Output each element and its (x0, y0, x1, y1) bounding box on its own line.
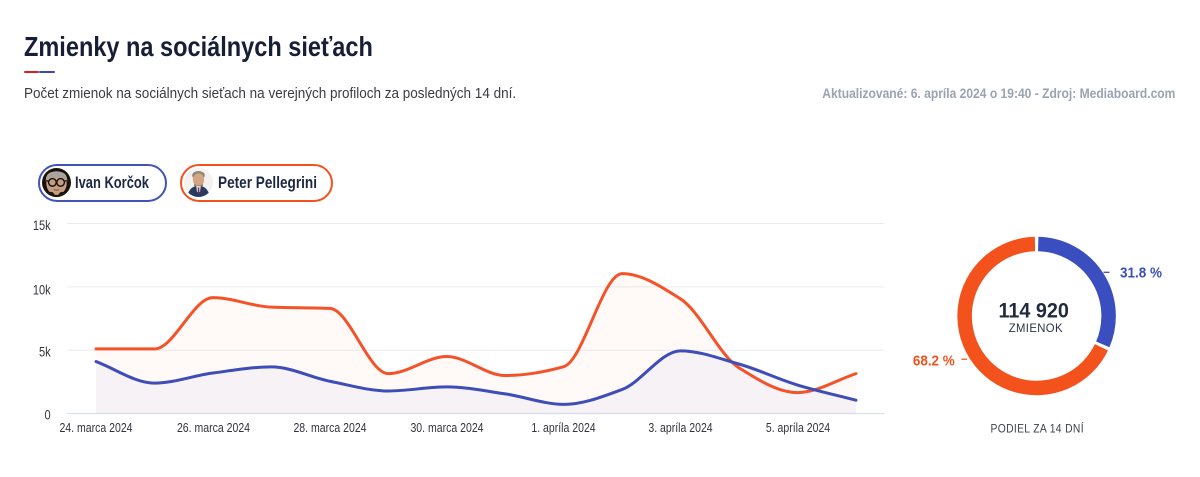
svg-text:10k: 10k (33, 282, 51, 298)
svg-text:28. marca 2024: 28. marca 2024 (293, 420, 366, 435)
svg-text:3. apríla 2024: 3. apríla 2024 (648, 420, 713, 435)
svg-text:5k: 5k (39, 344, 51, 360)
svg-text:5. apríla 2024: 5. apríla 2024 (766, 420, 831, 435)
svg-text:24. marca 2024: 24. marca 2024 (59, 420, 132, 435)
svg-text:30. marca 2024: 30. marca 2024 (410, 420, 483, 435)
svg-text:31.8 %: 31.8 % (1120, 264, 1163, 281)
svg-text:26. marca 2024: 26. marca 2024 (177, 420, 250, 435)
svg-text:PODIEL ZA 14 DNÍ: PODIEL ZA 14 DNÍ (990, 422, 1084, 436)
svg-text:15k: 15k (33, 218, 51, 234)
svg-text:114 920: 114 920 (999, 299, 1069, 323)
svg-text:ZMIENOK: ZMIENOK (1009, 323, 1063, 335)
svg-text:0: 0 (45, 407, 51, 423)
svg-text:68.2 %: 68.2 % (913, 352, 956, 369)
svg-text:1. apríla 2024: 1. apríla 2024 (531, 420, 596, 435)
